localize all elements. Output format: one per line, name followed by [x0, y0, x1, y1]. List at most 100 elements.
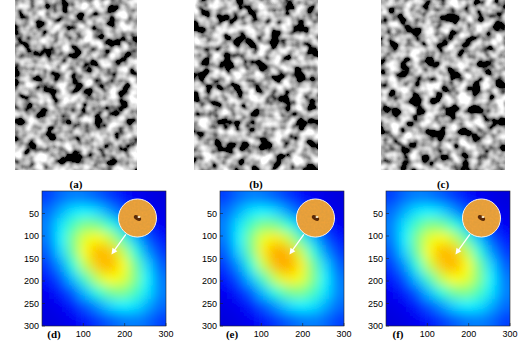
- cell: [319, 313, 332, 327]
- x-tick: [302, 323, 303, 326]
- cell: [220, 286, 233, 300]
- cell: [448, 232, 461, 246]
- y-tick-label: 100: [202, 231, 217, 241]
- cell: [154, 259, 166, 273]
- inset: [289, 199, 334, 254]
- cell: [92, 286, 105, 300]
- cell: [79, 205, 92, 219]
- cell: [436, 272, 449, 286]
- cell: [54, 205, 67, 219]
- y-tick: [42, 281, 45, 282]
- page: {"images": [{"label": "(a)"}, {"label": …: [0, 0, 520, 343]
- cell: [398, 299, 411, 313]
- cell: [473, 259, 486, 273]
- cell: [282, 218, 295, 232]
- cell: [141, 286, 154, 300]
- cell: [307, 245, 320, 259]
- cell: [282, 191, 295, 205]
- cell: [220, 191, 233, 205]
- cell: [473, 299, 486, 313]
- cell: [220, 245, 233, 259]
- cell: [448, 313, 461, 327]
- cell: [220, 272, 233, 286]
- cell: [423, 259, 436, 273]
- cell: [232, 313, 245, 327]
- cell: [460, 245, 473, 259]
- cell: [448, 286, 461, 300]
- y-tick-label: 300: [368, 321, 383, 331]
- cell: [307, 259, 320, 273]
- cell: [436, 259, 449, 273]
- inset-circle: [296, 199, 334, 237]
- cell: [332, 299, 344, 313]
- cell: [436, 205, 449, 219]
- cell: [116, 313, 129, 327]
- cell: [398, 218, 411, 232]
- cell: [460, 299, 473, 313]
- cell: [257, 299, 270, 313]
- cell: [42, 272, 55, 286]
- cell: [54, 299, 67, 313]
- cell: [245, 205, 258, 219]
- cell: [319, 259, 332, 273]
- cell: [448, 205, 461, 219]
- cell: [398, 259, 411, 273]
- y-tick-label: 150: [24, 254, 39, 264]
- y-tick: [386, 303, 389, 304]
- inset-circle: [462, 199, 500, 237]
- y-tick: [220, 236, 223, 237]
- y-tick: [386, 236, 389, 237]
- y-tick-label: 250: [202, 299, 217, 309]
- cell: [332, 259, 344, 273]
- cell: [67, 313, 80, 327]
- cell: [448, 245, 461, 259]
- cell: [282, 272, 295, 286]
- cell: [154, 272, 166, 286]
- inset-spot: [311, 214, 320, 222]
- x-tick-label: 200: [295, 329, 310, 339]
- cell: [104, 205, 117, 219]
- cell: [398, 272, 411, 286]
- cell: [129, 313, 142, 327]
- x-tick-label: 100: [76, 329, 91, 339]
- cell: [282, 299, 295, 313]
- cell: [67, 299, 80, 313]
- cell: [270, 313, 283, 327]
- cell: [473, 245, 486, 259]
- cell: [423, 313, 436, 327]
- y-tick-label: 250: [368, 299, 383, 309]
- cell: [154, 286, 166, 300]
- cell: [232, 191, 245, 205]
- cell: [485, 313, 498, 327]
- heatmap: 10020030050100150200250300: [366, 171, 520, 343]
- cell: [319, 286, 332, 300]
- cell: [67, 272, 80, 286]
- cell: [79, 299, 92, 313]
- inset-texture: [118, 199, 156, 237]
- cell: [129, 272, 142, 286]
- cell: [116, 259, 129, 273]
- cell: [398, 245, 411, 259]
- cell: [54, 313, 67, 327]
- cell: [307, 272, 320, 286]
- cell: [257, 232, 270, 246]
- cell: [67, 286, 80, 300]
- inset-texture: [462, 199, 500, 237]
- cell: [92, 218, 105, 232]
- cell: [270, 191, 283, 205]
- figure: (a)(b)(c)10020030050100150200250300(d)10…: [0, 0, 520, 343]
- cell: [307, 299, 320, 313]
- cell: [129, 259, 142, 273]
- cell: [473, 286, 486, 300]
- cell: [423, 286, 436, 300]
- cell: [141, 259, 154, 273]
- x-tick: [427, 323, 428, 326]
- inset-spot-light: [137, 216, 140, 218]
- cell: [141, 313, 154, 327]
- cell: [436, 218, 449, 232]
- y-tick-label: 100: [24, 231, 39, 241]
- cell: [54, 259, 67, 273]
- cell: [460, 313, 473, 327]
- y-tick: [220, 303, 223, 304]
- cell: [386, 191, 399, 205]
